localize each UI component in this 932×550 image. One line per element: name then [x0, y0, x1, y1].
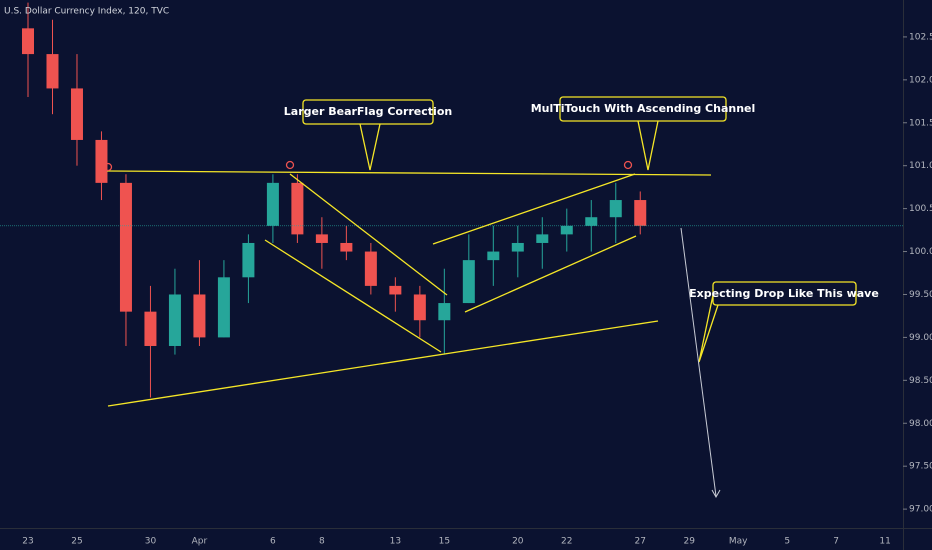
marks: [0, 2, 903, 398]
candle-body: [364, 251, 377, 286]
chart-title: U.S. Dollar Currency Index, 120, TVC: [4, 7, 169, 17]
x-tick-label: 23: [22, 537, 33, 547]
candle-body: [266, 182, 279, 226]
x-tick-label: 13: [390, 537, 401, 547]
x-tick-label: 11: [879, 537, 890, 547]
candle-body: [462, 260, 475, 304]
y-tick-label: 98.50: [909, 376, 932, 386]
candle-body: [389, 285, 402, 295]
channel-lower: [464, 235, 637, 313]
x-tick-label: May: [729, 537, 748, 547]
channel-upper: [432, 173, 636, 245]
arrow-head: [711, 489, 721, 499]
touch-marker: [285, 160, 295, 170]
y-tick-label: 101.00: [909, 161, 932, 171]
support-line: [107, 320, 659, 407]
annotation: MulTiTouch With Ascending Channel: [531, 102, 756, 115]
y-tick-label: 99.00: [909, 333, 932, 343]
candle-body: [511, 242, 524, 252]
y-tick-label: 97.00: [909, 505, 932, 515]
candle-body: [144, 311, 157, 346]
x-tick-label: 30: [145, 537, 157, 547]
touch-markers: [103, 160, 633, 172]
y-tick-label: 98.00: [909, 419, 932, 429]
candle-body: [168, 294, 181, 346]
touch-marker: [623, 160, 633, 170]
callout-pointer: [359, 123, 381, 171]
annotation: Larger BearFlag Correction: [284, 105, 452, 118]
drawings: [106, 96, 857, 407]
flag-upper: [289, 173, 448, 296]
candle-body: [413, 294, 426, 321]
projection-arrow: [680, 227, 717, 497]
candle-body: [340, 242, 353, 252]
x-tick-label: 5: [784, 537, 790, 547]
x-tick-label: 15: [439, 537, 450, 547]
candle-body: [70, 88, 83, 140]
x-tick-label: 20: [512, 537, 524, 547]
candle-body: [585, 217, 598, 226]
candle-body: [242, 242, 255, 278]
candle-body: [487, 251, 500, 261]
x-tick-label: 27: [635, 537, 646, 547]
annotation: Expecting Drop Like This wave: [689, 287, 879, 300]
y-tick-label: 101.50: [909, 118, 932, 128]
y-tick-label: 102.00: [909, 75, 932, 85]
resistance-line: [106, 170, 712, 176]
touch-marker: [103, 162, 113, 172]
candle-body: [315, 234, 328, 243]
y-tick-label: 102.50: [909, 32, 932, 42]
candle-body: [119, 182, 132, 312]
candle-body: [22, 28, 34, 55]
candle-body: [560, 225, 573, 235]
x-tick-label: 8: [319, 537, 325, 547]
x-tick-label: 29: [684, 537, 696, 547]
callout-box: [712, 281, 857, 306]
candle-body: [217, 277, 230, 338]
y-tick-label: 100.50: [909, 204, 932, 214]
x-tick-label: 22: [561, 537, 572, 547]
candle-body: [291, 182, 304, 235]
candle-body: [46, 54, 59, 89]
x-tick-label: 25: [71, 537, 82, 547]
candle-body: [95, 139, 108, 183]
y-tick-label: 99.50: [909, 290, 932, 300]
x-tick-label: 7: [833, 537, 839, 547]
candle-body: [193, 294, 206, 338]
callout-pointer: [637, 120, 659, 171]
x-tick-label: 6: [270, 537, 276, 547]
x-tick-label: Apr: [192, 537, 208, 547]
candle-body: [609, 200, 622, 218]
y-tick-label: 97.50: [909, 462, 932, 472]
y-tick-label: 100.00: [909, 247, 932, 257]
candle-body: [438, 303, 451, 321]
callout-box: [302, 99, 434, 125]
candle-body: [536, 234, 549, 243]
candle-body: [634, 200, 647, 226]
flag-lower: [264, 239, 442, 353]
callout-box: [559, 96, 727, 122]
